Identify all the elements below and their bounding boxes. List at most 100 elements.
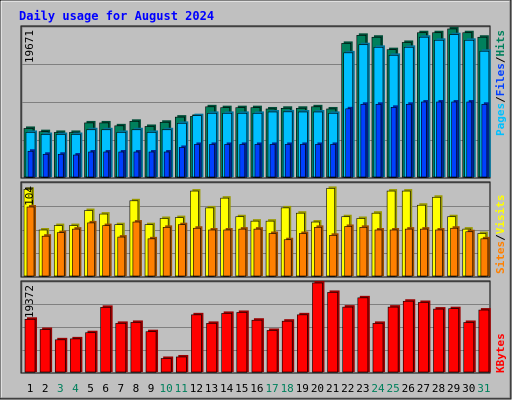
pages-bar-day-26 xyxy=(405,103,412,178)
kbytes-bar-day-12 xyxy=(191,314,202,373)
top-panel-legend-part-0: Pages xyxy=(494,103,507,136)
kbytes-bar-day-3 xyxy=(54,339,66,373)
sites-bar-day-13 xyxy=(208,229,216,277)
mid-panel-legend-part-2: Visits xyxy=(494,195,507,235)
pages-bar-day-8 xyxy=(133,151,140,178)
kbytes-bar-day-23 xyxy=(357,297,369,373)
sites-bar-day-26 xyxy=(404,228,413,277)
pages-bar-day-27 xyxy=(421,101,427,178)
sites-bar-day-23 xyxy=(359,227,368,277)
day-label-23: 23 xyxy=(356,382,369,395)
day-label-1: 1 xyxy=(27,382,34,395)
pages-bar-day-6 xyxy=(103,151,109,178)
pages-bar-day-10 xyxy=(163,151,170,178)
pages-bar-day-4 xyxy=(73,154,79,178)
day-label-13: 13 xyxy=(205,382,218,395)
sites-bar-day-21 xyxy=(329,235,337,277)
pages-bar-day-14 xyxy=(224,144,230,178)
kbytes-bar-day-15 xyxy=(236,312,248,373)
mid-panel-legend-part-0: Sites xyxy=(494,241,507,274)
kbytes-bar-day-17 xyxy=(266,330,278,373)
kbytes-bar-day-6 xyxy=(100,307,111,373)
day-label-30: 30 xyxy=(462,382,475,395)
kbytes-bar-day-25 xyxy=(387,306,399,373)
day-label-27: 27 xyxy=(417,382,430,395)
kbytes-bar-day-14 xyxy=(221,313,232,373)
day-label-3: 3 xyxy=(57,382,64,395)
bot-panel-legend-part-0: KBytes xyxy=(494,333,507,373)
pages-bar-day-11 xyxy=(178,147,185,178)
sites-bar-day-9 xyxy=(147,238,156,277)
sites-bar-day-6 xyxy=(102,225,110,277)
day-label-4: 4 xyxy=(72,382,79,395)
day-label-16: 16 xyxy=(250,382,263,395)
legends: Pages/Files/Hits Sites/Visits KBytes xyxy=(494,30,507,373)
kbytes-bar-day-13 xyxy=(206,323,217,373)
pages-bar-day-28 xyxy=(436,101,442,178)
day-label-11: 11 xyxy=(175,382,188,395)
kbytes-bar-day-1 xyxy=(24,319,36,373)
pages-bar-day-16 xyxy=(254,144,261,178)
sites-bar-day-15 xyxy=(238,228,247,277)
pages-bar-day-12 xyxy=(194,144,200,178)
kbytes-bar-day-2 xyxy=(39,329,51,373)
top-panel-legend-part-4: Hits xyxy=(494,30,507,57)
pages-bar-day-31 xyxy=(481,103,488,178)
day-label-21: 21 xyxy=(326,382,339,395)
kbytes-bar-day-27 xyxy=(418,302,429,373)
day-label-2: 2 xyxy=(42,382,49,395)
sites-bar-day-14 xyxy=(223,229,231,277)
visits-sites-panel: 104 xyxy=(20,181,491,278)
day-label-9: 9 xyxy=(148,382,155,395)
pages-bar-day-13 xyxy=(209,144,215,178)
kbytes-bar-day-31 xyxy=(478,309,490,373)
sites-bar-day-7 xyxy=(117,236,126,277)
day-label-14: 14 xyxy=(220,382,234,395)
sites-bar-day-17 xyxy=(268,233,277,277)
kbytes-bar-day-24 xyxy=(372,323,384,373)
pages-bar-day-24 xyxy=(375,103,382,178)
pages-bar-day-2 xyxy=(42,153,49,178)
sites-bar-day-11 xyxy=(177,224,186,277)
kbytes-bar-day-26 xyxy=(402,300,414,373)
top-panel-legend-part-2: Files xyxy=(494,63,507,96)
day-label-25: 25 xyxy=(386,382,399,395)
pages-bar-day-19 xyxy=(300,144,306,178)
day-label-29: 29 xyxy=(447,382,460,395)
day-label-24: 24 xyxy=(371,382,385,395)
kbytes-bar-day-19 xyxy=(297,314,308,373)
kbytes-bar-day-4 xyxy=(70,338,81,373)
sites-bar-day-29 xyxy=(450,227,458,277)
kbytes-bar-day-28 xyxy=(433,308,444,373)
kbytes-panel: 19372 xyxy=(20,280,491,374)
kbytes-bar-day-29 xyxy=(448,308,459,373)
day-label-7: 7 xyxy=(117,382,124,395)
kbytes-bar-day-30 xyxy=(463,322,475,373)
pages-bar-day-5 xyxy=(88,151,94,178)
pages-bar-day-17 xyxy=(269,144,276,178)
kbytes-bar-day-22 xyxy=(342,306,354,373)
sites-bar-day-30 xyxy=(465,231,474,277)
sites-bar-day-2 xyxy=(41,235,50,277)
day-label-26: 26 xyxy=(402,382,415,395)
day-label-19: 19 xyxy=(296,382,309,395)
kbytes-bar-day-8 xyxy=(130,322,142,373)
sites-bar-day-8 xyxy=(132,221,141,277)
bot-panel-ymax-label: 19372 xyxy=(23,285,36,318)
pages-bar-day-7 xyxy=(118,151,125,178)
mid-panel-legend: Sites/Visits xyxy=(494,195,507,275)
chart-title: Daily usage for August 2024 xyxy=(19,9,214,23)
mid-panel-legend-part-1: / xyxy=(494,234,507,241)
bot-panel-legend: KBytes xyxy=(494,333,507,373)
day-label-22: 22 xyxy=(341,382,354,395)
sites-bar-day-19 xyxy=(299,233,307,277)
sites-bar-day-5 xyxy=(87,222,95,277)
sites-bar-day-25 xyxy=(389,229,398,277)
top-panel-ymax-label: 19671 xyxy=(23,30,36,63)
sites-bar-day-27 xyxy=(420,228,428,277)
pages-bar-day-9 xyxy=(148,151,155,178)
day-label-8: 8 xyxy=(133,382,140,395)
pages-bar-day-3 xyxy=(57,153,64,178)
top-panel-legend: Pages/Files/Hits xyxy=(494,30,507,136)
